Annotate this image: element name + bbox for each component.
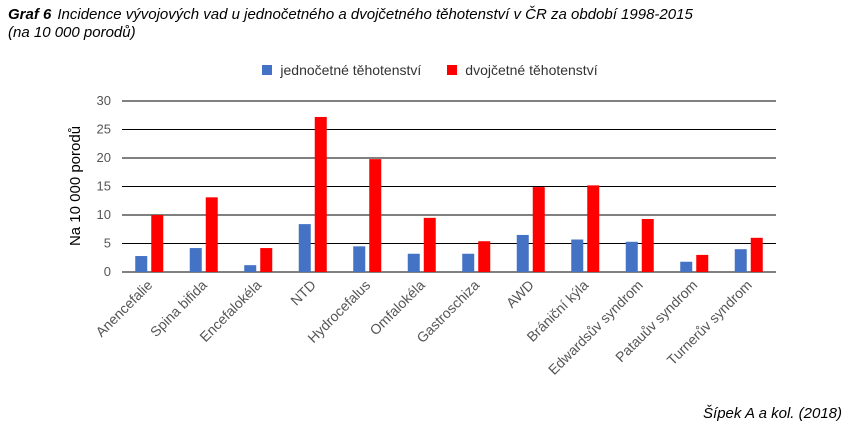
bar-twin bbox=[696, 254, 709, 272]
x-tick-label: Edwardsův syndrom bbox=[545, 277, 646, 378]
bar-twin bbox=[369, 159, 382, 272]
y-tick-label: 10 bbox=[97, 207, 111, 222]
figure-label: Graf 6 bbox=[8, 6, 52, 23]
bar-single bbox=[407, 253, 420, 272]
y-tick-label: 0 bbox=[104, 264, 111, 279]
bar-twin bbox=[478, 241, 491, 272]
y-tick-label: 20 bbox=[97, 150, 111, 165]
x-tick-label: NTD bbox=[287, 277, 319, 309]
bar-single bbox=[189, 248, 202, 272]
source-citation: Šípek A a kol. (2018) bbox=[703, 405, 842, 422]
legend-swatch-twin bbox=[447, 65, 458, 75]
legend-item-twin: dvojčetné těhotenství bbox=[447, 62, 598, 78]
bar-single bbox=[462, 253, 475, 272]
bar-twin bbox=[587, 185, 600, 272]
legend: jednočetné těhotenství dvojčetné těhoten… bbox=[0, 62, 860, 78]
title-line-1: Incidence vývojových vad u jednočetného … bbox=[57, 6, 693, 23]
legend-label-twin: dvojčetné těhotenství bbox=[465, 62, 598, 78]
bar-single bbox=[625, 241, 638, 272]
legend-label-single: jednočetné těhotenství bbox=[280, 62, 422, 78]
bar-twin bbox=[260, 248, 273, 272]
bar-single bbox=[571, 239, 584, 272]
bar-single bbox=[135, 256, 148, 272]
title-line-2: (na 10 000 porodů) bbox=[8, 24, 136, 41]
bar-twin bbox=[151, 215, 164, 272]
y-axis-title: Na 10 000 porodů bbox=[67, 126, 84, 246]
bar-single bbox=[680, 261, 693, 272]
bar-single bbox=[734, 249, 747, 272]
bar-single bbox=[516, 234, 529, 272]
x-tick-label: AWD bbox=[503, 277, 537, 311]
bar-single bbox=[244, 265, 257, 272]
bar-single bbox=[298, 224, 311, 272]
bar-twin bbox=[750, 237, 763, 272]
bar-twin bbox=[205, 197, 218, 272]
bar-twin bbox=[532, 187, 545, 272]
bar-single bbox=[353, 246, 366, 272]
bar-twin bbox=[423, 217, 436, 272]
legend-swatch-single bbox=[262, 65, 273, 75]
bar-twin bbox=[314, 116, 327, 273]
y-tick-label: 5 bbox=[104, 236, 111, 251]
y-tick-label: 30 bbox=[97, 93, 111, 108]
y-tick-label: 25 bbox=[97, 122, 111, 137]
bar-twin bbox=[641, 218, 654, 272]
x-tick-label: Anencefalie bbox=[92, 277, 155, 340]
chart-title: Graf 6 Incidence vývojových vad u jednoče… bbox=[8, 6, 848, 42]
legend-item-single: jednočetné těhotenství bbox=[262, 62, 421, 78]
y-tick-label: 15 bbox=[97, 179, 111, 194]
